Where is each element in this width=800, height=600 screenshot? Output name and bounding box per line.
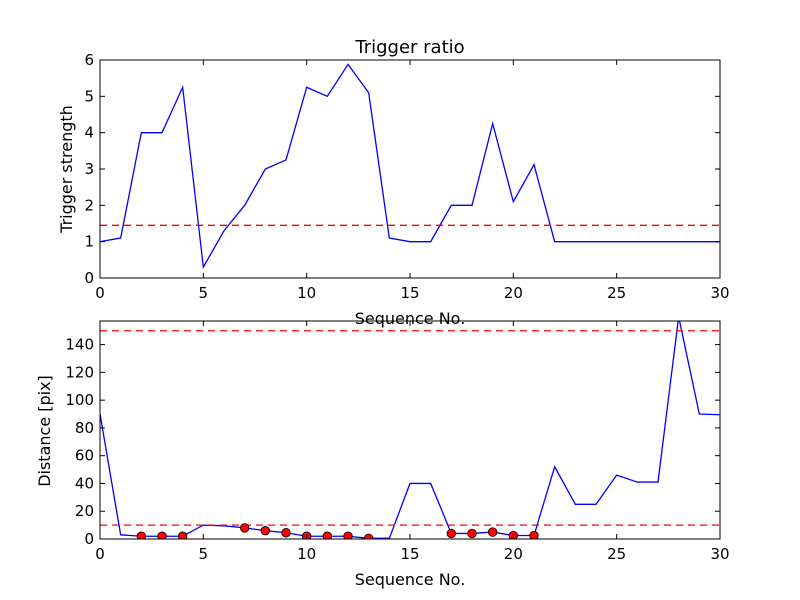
data-point bbox=[322, 531, 333, 539]
y-tick-label: 60 bbox=[75, 447, 94, 465]
x-tick-label: 30 bbox=[710, 284, 729, 302]
data-point bbox=[157, 531, 167, 539]
y-tick-label: 1 bbox=[84, 233, 94, 251]
y-axis-label: Distance [pix] bbox=[35, 375, 54, 487]
axes-title: Trigger ratio bbox=[354, 37, 464, 58]
y-tick-label: 120 bbox=[65, 363, 94, 381]
y-tick-label: 4 bbox=[84, 124, 94, 142]
data-point bbox=[177, 531, 188, 539]
y-tick-label: 80 bbox=[75, 419, 94, 437]
x-tick-label: 10 bbox=[297, 545, 316, 563]
x-tick-label: 5 bbox=[199, 284, 209, 302]
plot-area bbox=[100, 321, 720, 539]
data-point bbox=[363, 533, 374, 539]
y-tick-label: 40 bbox=[75, 474, 94, 492]
series-line bbox=[100, 321, 720, 539]
y-tick-label: 5 bbox=[84, 87, 94, 105]
x-tick-label: 25 bbox=[607, 545, 626, 563]
data-point bbox=[239, 523, 250, 533]
data-point bbox=[281, 528, 291, 538]
data-point bbox=[446, 528, 457, 539]
trigger-ratio-axes: Trigger ratio Sequence No. Trigger stren… bbox=[57, 37, 730, 328]
y-tick-label: 6 bbox=[84, 51, 94, 69]
x-axis-label: Sequence No. bbox=[355, 309, 466, 328]
y-tick-label: 20 bbox=[75, 502, 94, 520]
x-tick-label: 15 bbox=[400, 284, 419, 302]
x-tick-label: 25 bbox=[607, 284, 626, 302]
data-point bbox=[529, 530, 539, 539]
data-point bbox=[487, 527, 498, 537]
distance-axes: Sequence No. Distance [pix] 0 5 10 15 20 25 30… bbox=[35, 320, 730, 589]
plot-area bbox=[100, 63, 720, 270]
x-tick-label: 15 bbox=[400, 545, 419, 563]
y-tick-label: 100 bbox=[65, 391, 94, 409]
x-tick-label: 5 bbox=[199, 545, 209, 563]
data-point bbox=[136, 531, 147, 539]
x-tick-label: 10 bbox=[297, 284, 316, 302]
y-tick-label: 0 bbox=[84, 269, 94, 287]
y-tick-label: 0 bbox=[84, 530, 94, 548]
data-point bbox=[343, 531, 353, 539]
x-tick-label: 30 bbox=[710, 545, 729, 563]
data-point bbox=[467, 528, 477, 539]
series-line bbox=[100, 63, 720, 270]
x-axis-label: Sequence No. bbox=[355, 570, 466, 589]
y-tick-label: 3 bbox=[84, 160, 94, 178]
x-tick-label: 0 bbox=[95, 545, 105, 563]
x-tick-label: 0 bbox=[95, 284, 105, 302]
y-tick-label: 2 bbox=[84, 196, 94, 214]
x-tick-label: 20 bbox=[504, 284, 523, 302]
data-point bbox=[260, 525, 271, 536]
x-tick-label: 20 bbox=[504, 545, 523, 563]
y-tick-label: 140 bbox=[65, 336, 94, 354]
y-axis-label: Trigger strength bbox=[57, 105, 76, 234]
